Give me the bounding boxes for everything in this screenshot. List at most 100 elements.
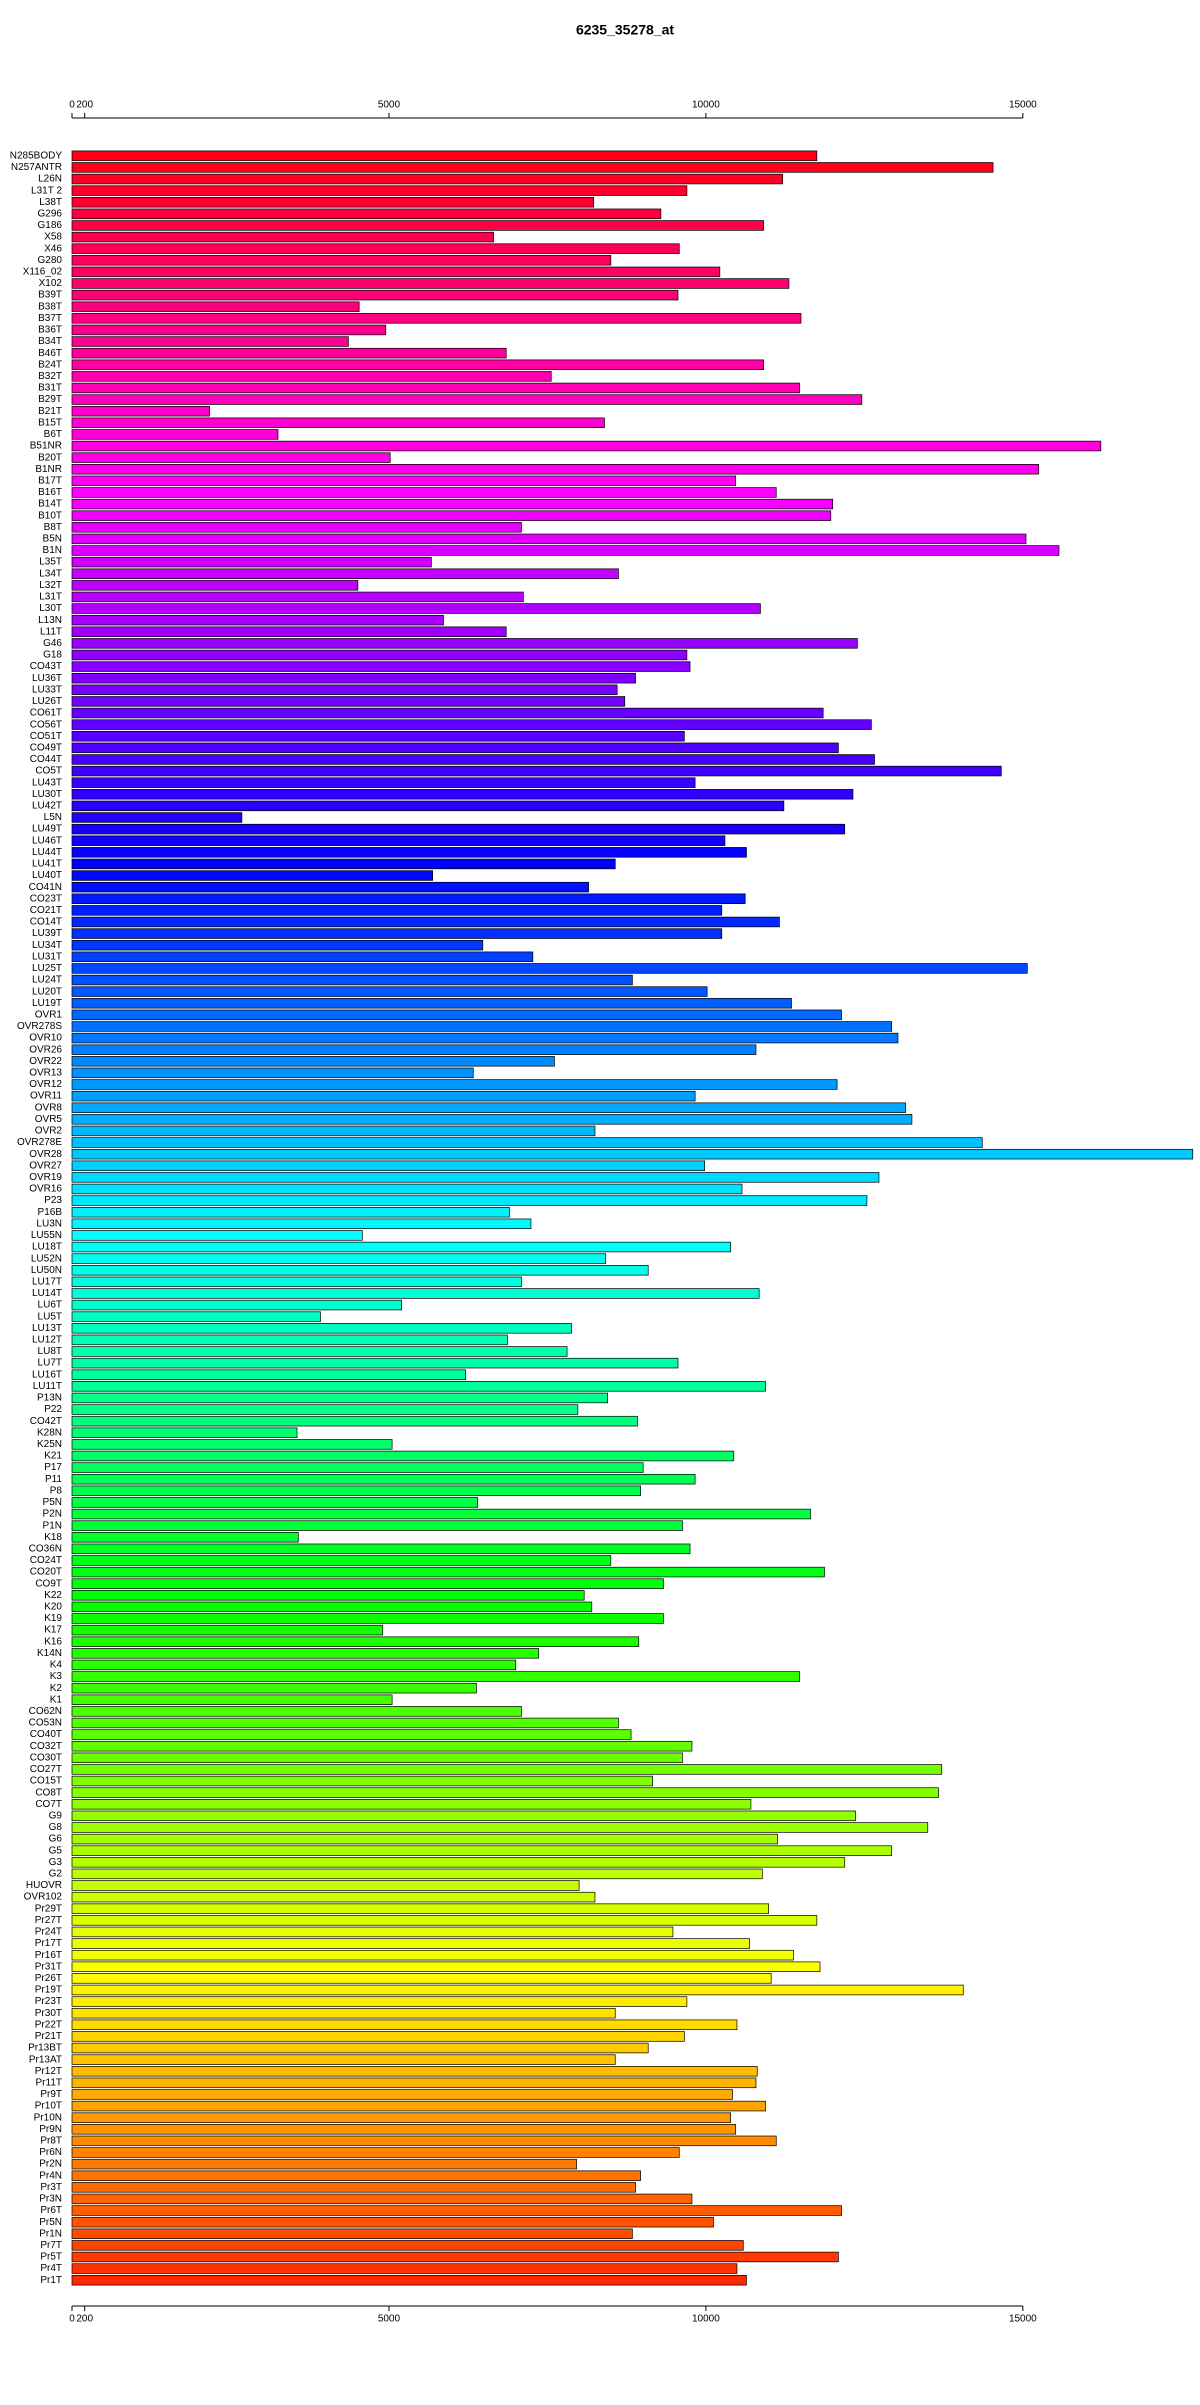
bar — [71, 1102, 906, 1113]
y-tick-label: Pr10N — [34, 2112, 62, 2123]
y-tick-label: K18 — [44, 1532, 62, 1543]
bar — [71, 1938, 750, 1949]
y-tick-label: P5N — [43, 1497, 62, 1508]
y-tick-label: OVR27 — [29, 1160, 62, 1171]
bar — [71, 1404, 579, 1415]
y-tick-label: K19 — [44, 1613, 62, 1624]
y-tick-label: Pr30T — [35, 2008, 62, 2019]
y-tick-label: Pr4N — [39, 2170, 62, 2181]
y-tick-label: L5N — [44, 812, 62, 823]
y-tick-label: K2 — [50, 1683, 63, 1694]
y-tick-label: LU44T — [32, 847, 62, 858]
y-tick-label: CO5T — [35, 766, 62, 777]
bar — [71, 1682, 477, 1694]
y-tick-label: LU12T — [32, 1335, 62, 1346]
y-tick-label: K25N — [37, 1439, 62, 1450]
y-tick-label: LU17T — [32, 1276, 62, 1287]
y-tick-label: Pr16T — [35, 1950, 62, 1961]
bar — [71, 266, 721, 278]
bar — [71, 2124, 737, 2135]
bar — [71, 220, 764, 231]
y-tick-label: CO49T — [30, 742, 62, 753]
bar — [71, 789, 854, 800]
y-tick-label: Pr11T — [36, 2077, 63, 2088]
y-tick-label: N257ANTR — [11, 162, 62, 173]
y-tick-label: LU24T — [32, 975, 62, 986]
bar — [71, 1601, 593, 1613]
bar — [71, 545, 1060, 556]
bar — [71, 1729, 632, 1740]
bar — [71, 2216, 714, 2228]
bar — [71, 1044, 757, 1055]
bar — [71, 243, 680, 254]
y-tick-label: OVR16 — [29, 1184, 62, 1195]
y-tick-label: OVR26 — [29, 1044, 62, 1055]
bar — [71, 614, 444, 626]
bar — [71, 1009, 842, 1021]
y-tick-label: LU16T — [32, 1369, 62, 1380]
bar — [71, 2019, 738, 2031]
y-tick-label: LU43T — [32, 777, 62, 788]
bar — [71, 858, 616, 870]
bar — [71, 394, 863, 405]
y-tick-label: P11 — [45, 1474, 62, 1485]
y-tick-label: Pr17T — [35, 1938, 62, 1949]
y-tick-label: Pr7T — [40, 2240, 62, 2251]
y-tick-label: CO40T — [30, 1729, 62, 1740]
y-tick-label: K14N — [37, 1648, 62, 1659]
bar — [71, 2031, 685, 2042]
y-tick-label: B29T — [38, 394, 62, 405]
bar — [71, 1543, 691, 1555]
bar — [71, 301, 360, 312]
y-tick-label: K4 — [50, 1660, 63, 1671]
bar — [71, 1996, 688, 2007]
bar — [71, 1241, 731, 1253]
y-tick-label: G9 — [49, 1810, 63, 1821]
bar — [71, 1740, 693, 1752]
y-tick-label: L26N — [38, 174, 62, 185]
bar — [71, 382, 801, 394]
y-tick-label: Pr13AT — [29, 2054, 62, 2065]
bar — [71, 1810, 856, 1822]
bar — [71, 2170, 641, 2181]
y-tick-label: LU11T — [33, 1381, 62, 1392]
y-tick-label: K17 — [44, 1625, 62, 1636]
bar — [71, 1764, 943, 1775]
bar — [71, 1520, 683, 1531]
bar — [71, 278, 790, 289]
bar — [71, 1079, 838, 1090]
y-tick-label: LU30T — [32, 789, 62, 800]
bar — [71, 452, 391, 463]
bar — [71, 2158, 577, 2170]
bar — [71, 986, 708, 997]
y-tick-label: G280 — [38, 255, 63, 266]
bar — [71, 1230, 363, 1241]
y-tick-label: P16B — [38, 1207, 63, 1218]
y-tick-label: CO7T — [35, 1799, 62, 1810]
bar — [71, 847, 747, 858]
bar — [71, 1706, 522, 1717]
y-tick-label: OVR10 — [29, 1033, 62, 1044]
y-tick-label: LU14T — [32, 1288, 62, 1299]
y-tick-label: L38T — [39, 197, 62, 208]
bar — [71, 2274, 747, 2286]
y-tick-label: Pr21T — [35, 2031, 62, 2042]
bar — [71, 963, 1028, 974]
bar — [71, 498, 834, 510]
bar — [71, 255, 612, 266]
bar — [71, 1949, 794, 1961]
bar — [71, 649, 688, 661]
bar — [71, 197, 595, 208]
y-tick-label: G46 — [43, 638, 62, 649]
y-tick-label: HUOVR — [26, 1880, 62, 1891]
y-tick-label: G8 — [49, 1822, 63, 1833]
y-tick-label: LU7T — [38, 1358, 62, 1369]
bar — [71, 2100, 766, 2112]
y-tick-label: B51NR — [30, 441, 62, 452]
y-tick-label: CO9T — [35, 1578, 62, 1589]
x-tick-label: 5000 — [378, 2314, 401, 2325]
bar — [71, 870, 434, 881]
y-tick-label: L31T — [39, 592, 62, 603]
bar — [71, 626, 507, 637]
y-tick-label: L13N — [38, 615, 62, 626]
